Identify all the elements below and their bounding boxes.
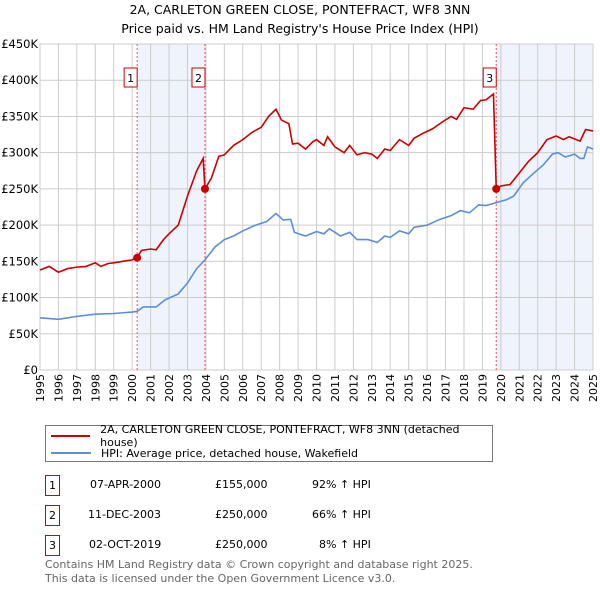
sale-hpi-diff: 92% ↑ HPI — [312, 478, 371, 491]
legend-swatch-red — [51, 435, 91, 437]
x-tick-label: 2023 — [550, 374, 563, 402]
sale-marker-label: 1 — [127, 72, 134, 85]
footer-line: This data is licensed under the Open Gov… — [45, 572, 396, 585]
legend-item-property: 2A, CARLETON GREEN CLOSE, PONTEFRACT, WF… — [51, 423, 492, 449]
sale-marker-box — [191, 67, 206, 88]
series-line — [39, 92, 594, 274]
x-tick-label: 2005 — [218, 374, 231, 402]
x-tick-label: 2012 — [347, 374, 360, 402]
sale-point — [133, 253, 142, 262]
y-tick-label: £450K — [1, 37, 38, 51]
legend: 2A, CARLETON GREEN CLOSE, PONTEFRACT, WF… — [45, 423, 493, 462]
y-tick-label: £150K — [1, 254, 38, 268]
x-tick-label: 2003 — [181, 374, 194, 402]
x-tick-label: 1996 — [52, 374, 65, 402]
legend-swatch-blue — [51, 452, 91, 454]
x-tick-label: 2001 — [145, 374, 158, 402]
x-tick-label: 2024 — [569, 374, 582, 402]
x-tick-label: 2008 — [274, 374, 287, 402]
sale-point — [200, 184, 209, 193]
y-tick-label: £0 — [23, 363, 38, 377]
y-tick-label: £100K — [1, 291, 38, 305]
x-tick-label: 1997 — [71, 374, 84, 402]
series-line — [39, 145, 594, 321]
legend-label: 2A, CARLETON GREEN CLOSE, PONTEFRACT, WF… — [100, 423, 460, 449]
sale-date: 02-OCT-2019 — [89, 538, 162, 551]
sale-date: 11-DEC-2003 — [88, 508, 162, 521]
sale-marker-box — [123, 67, 138, 88]
x-tick-label: 2000 — [126, 374, 139, 402]
footer: Contains HM Land Registry data © Crown c… — [45, 558, 473, 586]
footer-line: Contains HM Land Registry data © Crown c… — [45, 558, 473, 571]
x-tick-label: 2010 — [311, 374, 324, 402]
sale-hpi-diff: 66% ↑ HPI — [312, 508, 371, 521]
x-tick-label: 2016 — [421, 374, 434, 402]
price-chart: 1995 1996 1997 1998 1999 2000 2001 2002 2003 2004… — [1, 37, 600, 402]
legend-label: HPI: Average price, detached house, Wake… — [101, 446, 359, 460]
y-tick-label: £350K — [1, 109, 38, 123]
x-tick-label: 2015 — [403, 374, 416, 402]
x-tick-label: 2013 — [366, 374, 379, 402]
sale-marker-badge: 2 — [45, 505, 60, 526]
x-tick-label: 2018 — [458, 374, 471, 402]
sale-marker-label: 2 — [195, 72, 202, 85]
x-tick-label: 2025 — [587, 374, 600, 402]
y-tick-label: £200K — [1, 218, 38, 232]
legend-item-hpi: HPI: Average price, detached house, Wake… — [51, 446, 358, 460]
sale-date: 07-APR-2000 — [90, 478, 162, 491]
shaded-period — [137, 44, 205, 370]
shaded-period — [496, 44, 593, 370]
sale-point — [492, 184, 501, 193]
sale-marker-label: 3 — [486, 72, 493, 85]
x-tick-label: 2006 — [237, 374, 250, 402]
y-tick-label: £250K — [1, 182, 38, 196]
y-tick-label: £400K — [1, 73, 38, 87]
x-tick-label: 2019 — [476, 374, 489, 402]
sale-marker-badge: 3 — [45, 535, 60, 556]
sale-price: £250,000 — [215, 508, 268, 521]
y-tick-label: £50K — [9, 327, 39, 341]
sale-hpi-diff: 8% ↑ HPI — [319, 538, 371, 551]
x-tick-label: 2014 — [384, 374, 397, 402]
x-tick-label: 2011 — [329, 374, 342, 402]
x-tick-label: 1999 — [108, 374, 121, 402]
chart-subtitle: Price paid vs. HM Land Registry's House … — [121, 21, 479, 36]
x-tick-label: 2009 — [292, 374, 305, 402]
plot-frame — [39, 43, 594, 371]
x-tick-label: 2021 — [513, 374, 526, 402]
x-tick-label: 2002 — [163, 374, 176, 402]
x-tick-label: 2007 — [255, 374, 268, 402]
sale-price: £250,000 — [215, 538, 268, 551]
x-tick-label: 2004 — [200, 374, 213, 402]
x-tick-label: 1995 — [34, 374, 47, 402]
y-tick-label: £300K — [1, 146, 38, 160]
sale-price: £155,000 — [215, 478, 268, 491]
sale-marker-badge: 1 — [45, 475, 60, 496]
sale-marker-box — [482, 67, 497, 88]
x-tick-label: 1998 — [89, 374, 102, 402]
x-tick-label: 2020 — [495, 374, 508, 402]
x-tick-label: 2022 — [532, 374, 545, 402]
chart-title: 2A, CARLETON GREEN CLOSE, PONTEFRACT, WF… — [129, 2, 471, 17]
x-tick-label: 2017 — [440, 374, 453, 402]
